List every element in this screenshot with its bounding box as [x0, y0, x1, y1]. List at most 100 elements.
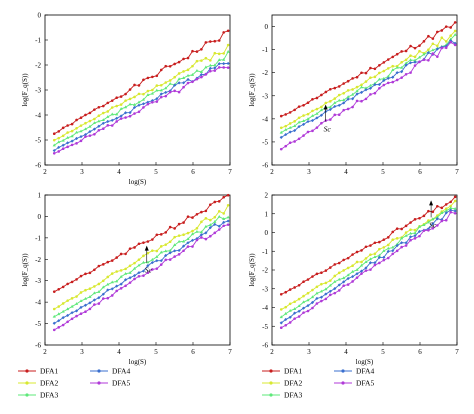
data-point	[355, 75, 359, 79]
data-point	[391, 252, 395, 256]
data-point	[83, 297, 88, 300]
data-point	[168, 64, 172, 68]
data-point	[159, 250, 163, 254]
data-point	[413, 55, 417, 59]
data-point	[119, 282, 123, 286]
data-point	[310, 118, 315, 123]
data-point	[440, 211, 444, 215]
data-point	[123, 278, 128, 282]
data-point	[151, 100, 154, 104]
data-point	[297, 283, 301, 287]
data-point	[319, 295, 323, 299]
data-point	[328, 118, 332, 121]
data-point	[75, 295, 78, 298]
data-point	[413, 228, 417, 232]
data-point	[293, 124, 297, 128]
data-point	[306, 298, 310, 302]
data-point	[141, 97, 146, 101]
data-point	[342, 269, 345, 272]
data-point	[52, 328, 56, 332]
data-point	[88, 287, 92, 290]
data-point	[337, 277, 341, 281]
data-point	[66, 141, 70, 145]
data-point	[378, 247, 381, 251]
data-point	[328, 279, 332, 282]
data-point	[333, 263, 337, 266]
data-point	[449, 40, 452, 44]
data-point	[204, 224, 208, 228]
data-point	[74, 309, 79, 313]
series-line-dfa4	[53, 62, 229, 151]
data-point	[288, 321, 292, 324]
data-point	[319, 108, 323, 112]
x-tick-label: 7	[455, 168, 459, 176]
data-point	[119, 274, 123, 278]
data-point	[373, 252, 377, 256]
data-point	[449, 206, 453, 210]
data-point	[124, 267, 127, 271]
x-tick-label: 7	[455, 348, 459, 356]
data-point	[191, 245, 194, 248]
data-point	[88, 307, 92, 311]
data-point	[297, 315, 301, 318]
data-point	[70, 129, 74, 133]
data-point	[66, 282, 69, 286]
data-point	[431, 52, 435, 55]
data-point	[61, 309, 65, 313]
data-point	[195, 50, 199, 53]
data-point	[132, 266, 137, 270]
data-point	[395, 71, 399, 75]
y-axis-label: log(F_q(S))	[248, 73, 256, 107]
data-point	[333, 291, 337, 295]
data-point	[320, 105, 323, 109]
data-point	[128, 88, 132, 91]
data-point	[395, 237, 399, 240]
data-point	[66, 320, 69, 324]
data-point	[279, 321, 283, 325]
annotation-arrowhead	[323, 104, 328, 110]
data-point	[337, 289, 341, 292]
data-point	[52, 314, 56, 318]
data-point	[110, 112, 114, 116]
data-point	[351, 264, 354, 268]
data-point	[66, 131, 69, 134]
data-point	[368, 261, 373, 265]
data-point	[146, 240, 150, 243]
data-point	[449, 37, 453, 41]
data-point	[315, 285, 319, 289]
data-point	[79, 299, 83, 302]
data-point	[226, 66, 230, 69]
data-point	[128, 264, 132, 268]
data-point	[151, 88, 154, 92]
annotation-label: Sc	[324, 124, 332, 133]
data-point	[88, 301, 92, 305]
data-point	[128, 271, 132, 274]
data-point	[199, 70, 203, 73]
x-tick-label: 4	[117, 168, 121, 176]
data-point	[324, 281, 328, 285]
data-point	[159, 83, 163, 87]
y-axis-label: log(F_q(S))	[248, 253, 256, 287]
data-point	[66, 313, 70, 318]
data-point	[57, 136, 61, 140]
legend-label-dfa4: DFA4	[356, 367, 374, 376]
y-tick-label: -6	[262, 162, 268, 170]
data-point	[342, 101, 346, 105]
data-point	[377, 77, 381, 81]
data-point	[422, 52, 426, 56]
legend-swatch-marker	[269, 381, 273, 385]
data-point	[146, 271, 150, 275]
legend-swatch-marker	[25, 369, 29, 373]
data-point	[115, 96, 118, 100]
data-point	[159, 92, 163, 96]
data-point	[57, 312, 61, 316]
data-point	[151, 249, 154, 252]
data-point	[83, 303, 88, 307]
data-point	[133, 277, 136, 281]
series-line-dfa2	[281, 200, 456, 310]
data-point	[200, 236, 203, 239]
data-point	[79, 291, 83, 294]
plot-frame	[271, 194, 458, 346]
data-point	[293, 300, 296, 304]
y-tick-label: -3	[262, 92, 268, 100]
